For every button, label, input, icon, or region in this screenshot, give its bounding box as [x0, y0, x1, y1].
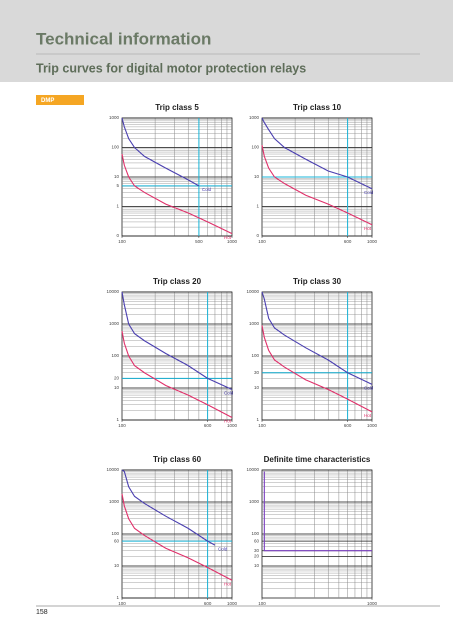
y-tick-label: 10000: [246, 467, 259, 472]
curve-label: Cold: [218, 546, 228, 551]
x-tick-label: 600: [344, 239, 352, 244]
curve-label: Hot: [224, 581, 232, 586]
y-tick-label: 10: [254, 385, 260, 390]
x-tick-label: 1000: [367, 239, 378, 244]
header-subtitle: Trip curves for digital motor protection…: [36, 61, 306, 75]
y-tick-label: 1000: [249, 321, 260, 326]
y-tick-label: 1: [116, 417, 119, 422]
y-tick-label: 60: [254, 538, 260, 543]
curve-label: Hot: [224, 419, 232, 424]
curve: [121, 330, 233, 418]
x-tick-label: 1000: [367, 423, 378, 428]
y-tick-label: 10000: [106, 289, 119, 294]
y-tick-label: 0: [116, 233, 119, 238]
curve-label: Hot: [364, 226, 372, 231]
curve: [121, 291, 233, 390]
curve-label: Cold: [202, 187, 212, 192]
curve: [121, 117, 200, 187]
y-tick-label: 20: [254, 554, 260, 559]
y-tick-label: 5: [116, 183, 119, 188]
y-tick-label: 10000: [246, 289, 259, 294]
y-tick-label: 100: [251, 145, 259, 150]
y-tick-label: 1: [116, 595, 119, 600]
curve: [121, 493, 233, 581]
x-tick-label: 600: [204, 601, 212, 606]
y-tick-label: 1: [116, 204, 119, 209]
y-tick-label: 10: [254, 174, 260, 179]
x-tick-label: 100: [258, 239, 266, 244]
y-tick-label: 0: [256, 233, 259, 238]
curve-label: Cold: [364, 190, 374, 195]
y-tick-label: 1000: [109, 499, 120, 504]
y-tick-label: 100: [111, 353, 119, 358]
y-tick-label: 100: [251, 353, 259, 358]
y-tick-label: 10: [114, 385, 120, 390]
x-tick-label: 100: [118, 601, 126, 606]
curve-label: Hot: [224, 235, 232, 240]
x-tick-label: 1000: [227, 423, 238, 428]
x-tick-label: 100: [258, 601, 266, 606]
x-tick-label: 1000: [227, 239, 238, 244]
header-band: [0, 0, 453, 82]
y-tick-label: 10000: [106, 467, 119, 472]
y-tick-label: 20: [114, 376, 120, 381]
curve: [263, 471, 372, 552]
curve-label: Hot: [364, 413, 372, 418]
curve: [261, 291, 373, 385]
curve: [261, 117, 373, 190]
curve: [121, 153, 233, 235]
x-tick-label: 100: [118, 423, 126, 428]
y-tick-label: 30: [254, 548, 260, 553]
y-tick-label: 1000: [249, 499, 260, 504]
y-tick-label: 1000: [109, 115, 120, 120]
x-tick-label: 100: [118, 239, 126, 244]
curve: [261, 325, 373, 413]
chart-title: Trip class 5: [155, 103, 199, 112]
x-tick-label: 500: [195, 239, 203, 244]
y-tick-label: 100: [111, 145, 119, 150]
y-tick-label: 60: [114, 538, 120, 543]
header-title: Technical information: [36, 29, 211, 48]
y-tick-label: 1: [256, 204, 259, 209]
y-tick-label: 100: [111, 531, 119, 536]
curve: [261, 145, 373, 226]
y-tick-label: 1000: [249, 115, 260, 120]
chart-title: Trip class 30: [293, 277, 342, 286]
y-tick-label: 30: [254, 370, 260, 375]
x-tick-label: 600: [204, 423, 212, 428]
chart-title: Trip class 60: [153, 455, 202, 464]
curve-label: Cold: [364, 386, 374, 391]
y-tick-label: 10: [254, 563, 260, 568]
x-tick-label: 1000: [367, 601, 378, 606]
y-tick-label: 100: [251, 531, 259, 536]
page-number: 158: [36, 609, 48, 616]
chart-title: Trip class 10: [293, 103, 342, 112]
curve-label: Cold: [224, 391, 234, 396]
x-tick-label: 600: [344, 423, 352, 428]
x-tick-label: 1000: [227, 601, 238, 606]
curve: [121, 469, 216, 546]
x-tick-label: 100: [258, 423, 266, 428]
chart-title: Definite time characteristics: [264, 455, 371, 464]
y-tick-label: 10: [114, 174, 120, 179]
y-tick-label: 10: [114, 563, 120, 568]
tag-box: [36, 95, 84, 105]
y-tick-label: 1000: [109, 321, 120, 326]
tag: DMP: [41, 98, 54, 104]
chart-title: Trip class 20: [153, 277, 202, 286]
y-tick-label: 1: [256, 417, 259, 422]
